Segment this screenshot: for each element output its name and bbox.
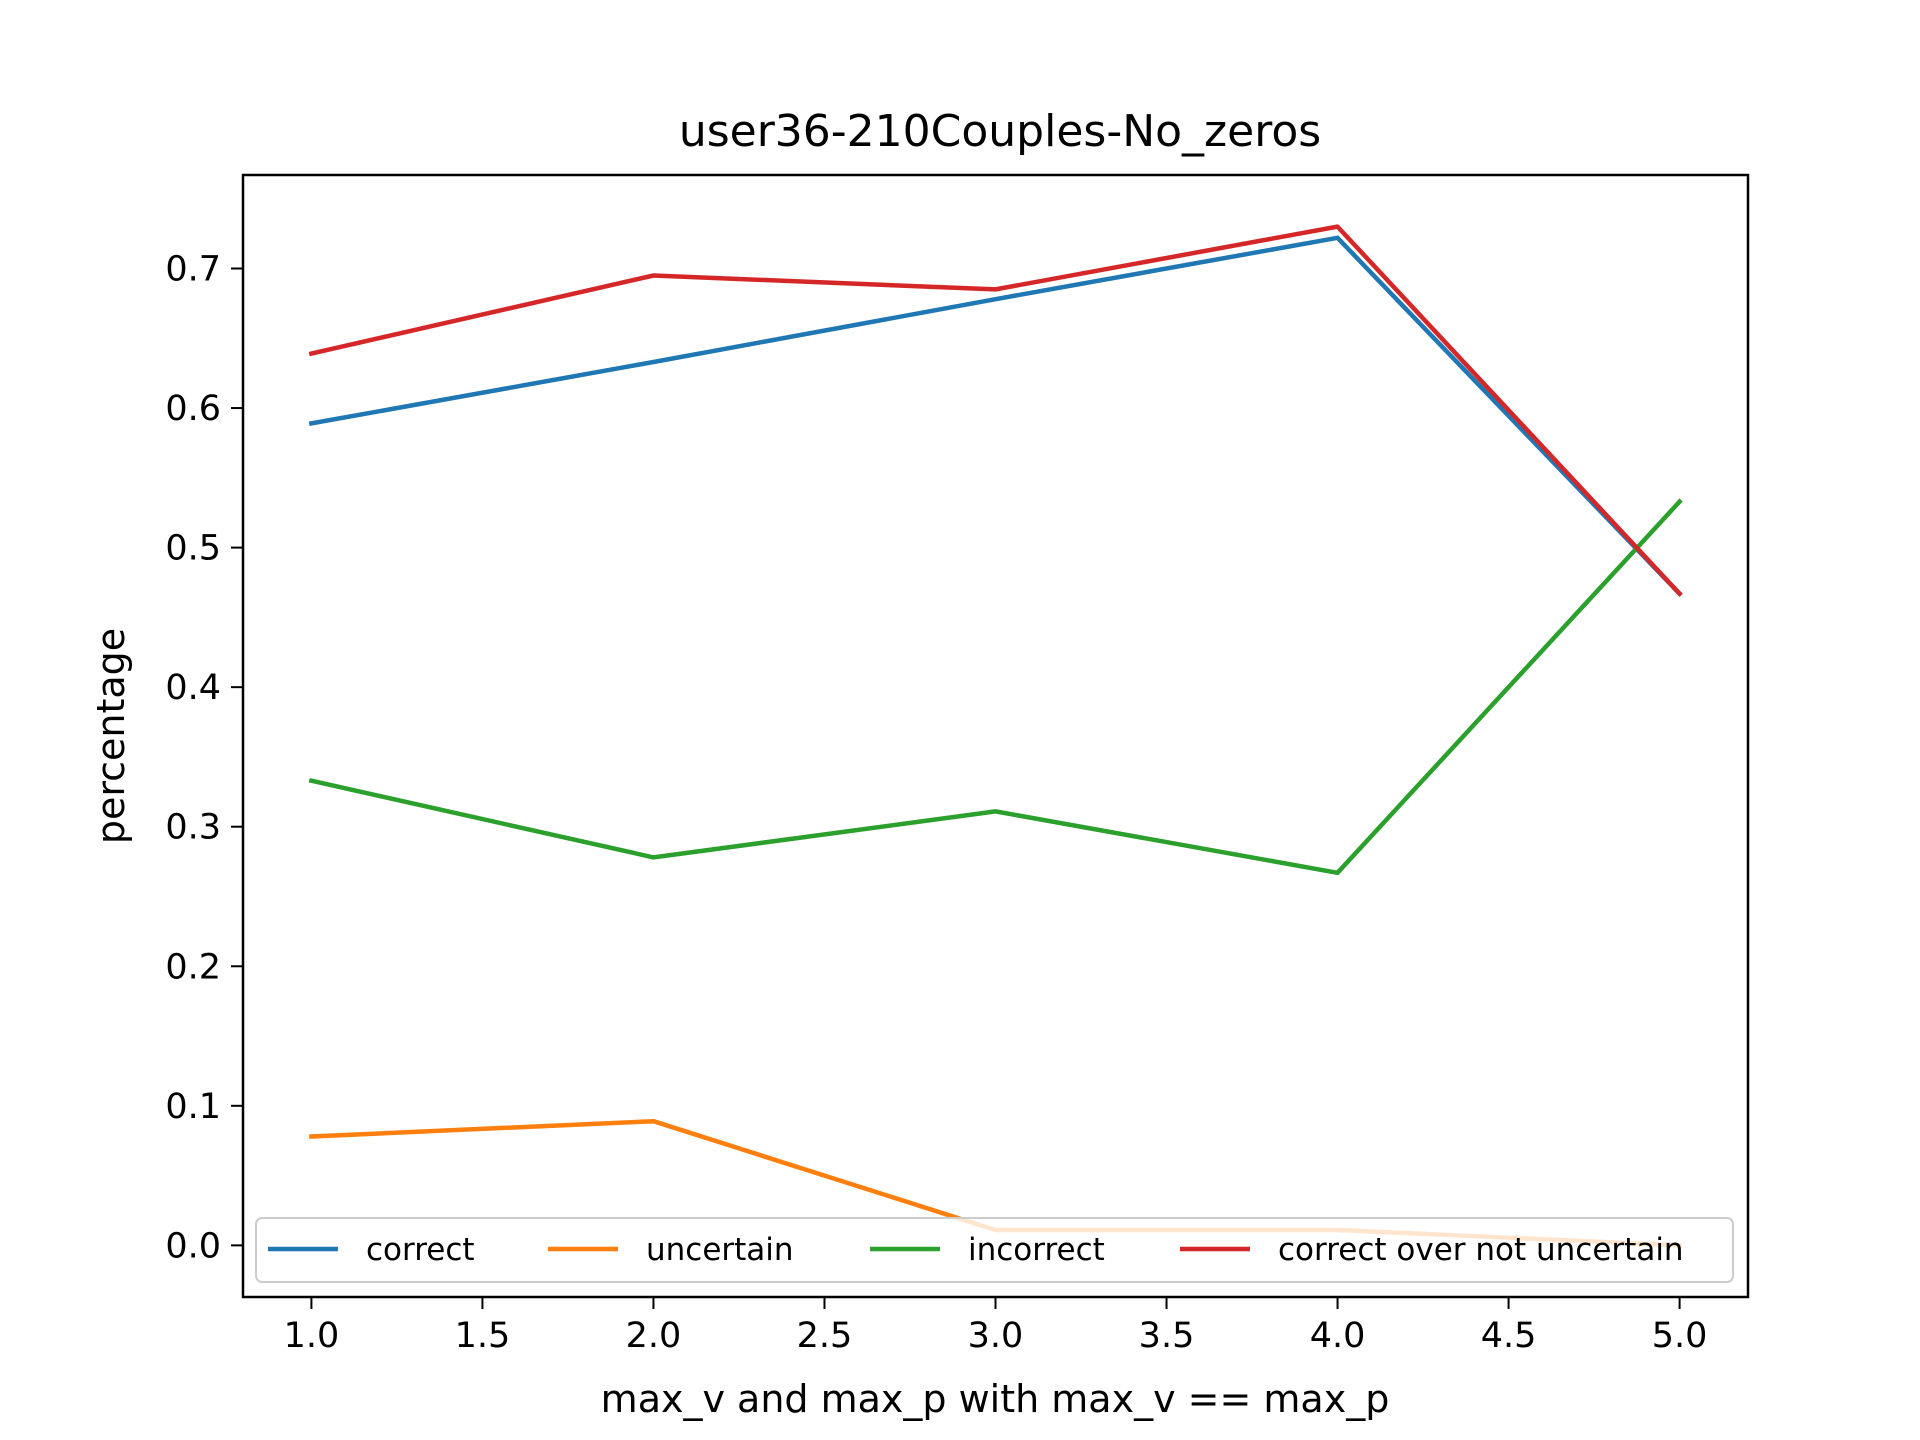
legend-label-0: correct <box>366 1232 475 1268</box>
y-tick-label: 0.4 <box>165 668 221 708</box>
legend: correct uncertain incorrect correct over no… <box>255 1217 1734 1283</box>
x-axis: 1.0 1.5 2.0 2.5 3.0 3.5 4.0 4.5 5.0 <box>284 1297 1708 1356</box>
y-tick-label: 0.0 <box>165 1226 221 1266</box>
x-tick-label: 3.5 <box>1139 1316 1195 1356</box>
y-axis: 0.0 0.1 0.2 0.3 0.4 0.5 0.6 0.7 <box>165 250 243 1266</box>
legend-label-2: incorrect <box>968 1232 1105 1268</box>
series-line-0 <box>308 235 1683 597</box>
y-tick-label: 0.2 <box>165 947 221 987</box>
legend-box <box>255 1217 1734 1283</box>
x-tick-label: 1.0 <box>284 1316 340 1356</box>
y-tick-label: 0.5 <box>165 529 221 569</box>
chart-title: user36-210Couples-No_zeros <box>679 106 1321 157</box>
y-tick-label: 0.6 <box>165 389 221 429</box>
series-line-2 <box>308 498 1683 876</box>
x-tick-label: 4.0 <box>1310 1316 1366 1356</box>
y-tick-label: 0.7 <box>165 250 221 290</box>
x-tick-label: 4.5 <box>1481 1316 1537 1356</box>
series-line-3 <box>308 224 1683 597</box>
x-tick-label: 5.0 <box>1652 1316 1708 1356</box>
y-tick-label: 0.3 <box>165 808 221 848</box>
x-tick-label: 2.5 <box>797 1316 853 1356</box>
series-layer <box>308 224 1683 1248</box>
legend-label-3: correct over not uncertain <box>1278 1232 1684 1268</box>
y-axis-title: percentage <box>89 628 133 844</box>
x-tick-label: 2.0 <box>626 1316 682 1356</box>
x-tick-label: 3.0 <box>968 1316 1024 1356</box>
x-axis-title: max_v and max_p with max_v == max_p <box>601 1377 1390 1421</box>
legend-label-1: uncertain <box>646 1232 794 1268</box>
y-tick-label: 0.1 <box>165 1087 221 1127</box>
x-tick-label: 1.5 <box>455 1316 511 1356</box>
